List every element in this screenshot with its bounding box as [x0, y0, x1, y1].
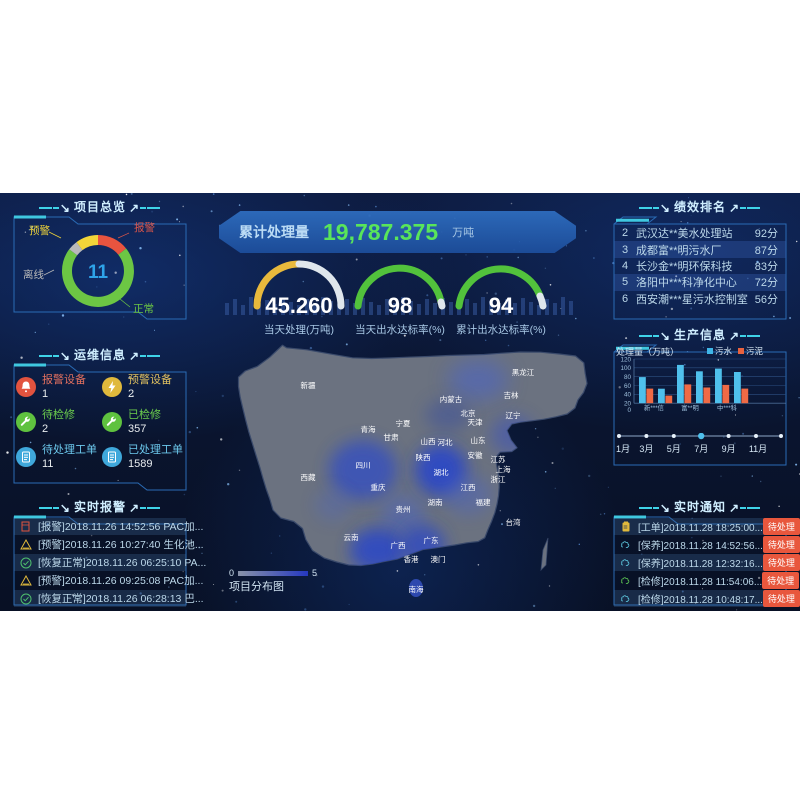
svg-text:福建: 福建 — [476, 497, 491, 507]
svg-text:天津: 天津 — [468, 418, 483, 427]
svg-text:北京: 北京 — [461, 408, 476, 418]
svg-text:广西: 广西 — [391, 540, 406, 550]
svg-text:陕西: 陕西 — [416, 452, 431, 462]
svg-text:四川: 四川 — [356, 461, 371, 470]
svg-text:报警: 报警 — [134, 221, 155, 234]
svg-text:贵州: 贵州 — [396, 504, 411, 514]
svg-text:湖北: 湖北 — [434, 468, 449, 477]
svg-text:南海: 南海 — [409, 584, 424, 594]
svg-text:山西: 山西 — [421, 436, 436, 446]
svg-text:预警: 预警 — [29, 224, 50, 237]
svg-text:80: 80 — [624, 374, 632, 381]
svg-text:新***信: 新***信 — [644, 403, 664, 412]
svg-text:甘肃: 甘肃 — [384, 432, 399, 442]
svg-text:中***科: 中***科 — [717, 403, 738, 412]
svg-text:11: 11 — [88, 262, 109, 283]
svg-text:河北: 河北 — [438, 438, 453, 447]
svg-text:11月: 11月 — [749, 444, 767, 454]
svg-text:9月: 9月 — [722, 444, 736, 454]
svg-text:江苏: 江苏 — [491, 454, 506, 464]
svg-text:5月: 5月 — [667, 444, 681, 454]
svg-text:浙江: 浙江 — [491, 474, 506, 484]
svg-text:台湾: 台湾 — [506, 517, 521, 527]
svg-text:7月: 7月 — [694, 444, 708, 454]
svg-text:富**明: 富**明 — [681, 403, 699, 412]
svg-text:120: 120 — [620, 357, 631, 364]
svg-text:正常: 正常 — [133, 302, 154, 315]
svg-text:山东: 山东 — [471, 435, 486, 445]
svg-text:安徽: 安徽 — [468, 450, 483, 460]
svg-text:1月: 1月 — [616, 444, 630, 454]
svg-text:新疆: 新疆 — [301, 380, 316, 390]
svg-text:湖南: 湖南 — [428, 497, 443, 507]
svg-text:广东: 广东 — [424, 535, 439, 545]
svg-text:重庆: 重庆 — [371, 482, 386, 492]
svg-text:内蒙古: 内蒙古 — [440, 394, 463, 404]
svg-text:上海: 上海 — [496, 464, 511, 474]
svg-text:60: 60 — [624, 383, 632, 390]
svg-text:3月: 3月 — [639, 444, 653, 454]
svg-text:辽宁: 辽宁 — [506, 410, 521, 420]
svg-text:0: 0 — [627, 407, 631, 414]
svg-text:40: 40 — [624, 392, 632, 399]
svg-text:黑龙江: 黑龙江 — [512, 367, 535, 377]
svg-text:云南: 云南 — [344, 532, 359, 542]
svg-text:宁夏: 宁夏 — [396, 418, 411, 428]
svg-text:离线: 离线 — [23, 268, 44, 281]
svg-text:西藏: 西藏 — [301, 472, 316, 482]
svg-text:吉林: 吉林 — [504, 390, 519, 400]
svg-text:澳门: 澳门 — [431, 554, 446, 564]
svg-text:100: 100 — [620, 365, 631, 372]
svg-text:香港: 香港 — [404, 554, 419, 564]
svg-text:青海: 青海 — [361, 424, 376, 434]
svg-text:江西: 江西 — [461, 483, 476, 492]
